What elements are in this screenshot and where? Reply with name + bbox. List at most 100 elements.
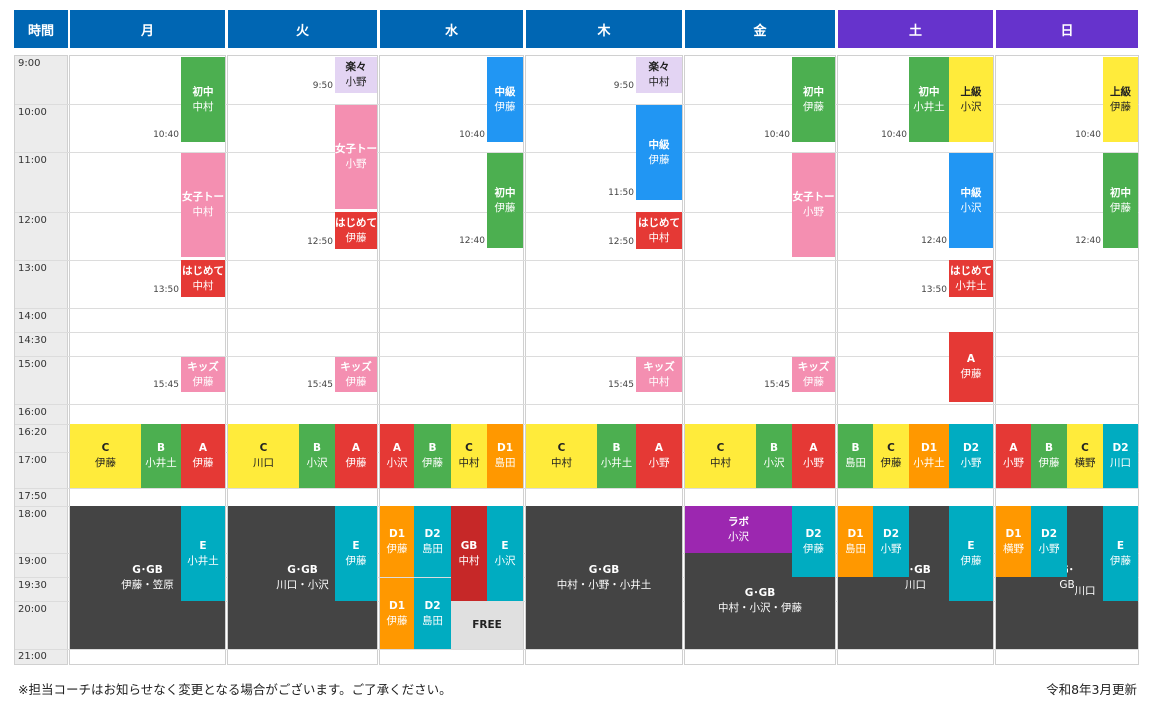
class-block[interactable]: C 伊藤 [70, 424, 141, 488]
class-block[interactable]: はじめて 伊藤 [335, 212, 377, 249]
class-block[interactable]: 中級 小沢 [949, 153, 993, 248]
class-name: 中級 [648, 138, 670, 151]
class-block[interactable]: D1 伊藤 [380, 578, 414, 649]
class-block[interactable]: B 小沢 [299, 424, 335, 488]
coach-name: 小沢 [763, 457, 785, 469]
class-block[interactable]: C 中村 [451, 424, 487, 488]
class-block[interactable]: D2 島田 [414, 578, 451, 649]
class-block[interactable]: E 伊藤 [335, 506, 377, 601]
class-block[interactable]: B 島田 [838, 424, 873, 488]
time-gridline [15, 488, 1139, 489]
end-time-label: 9:50 [613, 81, 634, 91]
class-block[interactable]: ラボ 小沢 [685, 506, 792, 553]
class-block[interactable]: C 伊藤 [873, 424, 909, 488]
class-block[interactable]: 上級 伊藤 [1103, 57, 1138, 142]
class-name: D1 [496, 442, 514, 454]
class-name: B [156, 442, 165, 454]
class-block[interactable]: B 小井土 [141, 424, 181, 488]
coach-name: 中村 [648, 231, 670, 244]
class-block[interactable]: キッズ 伊藤 [792, 357, 835, 392]
time-label: 16:20 [18, 427, 47, 438]
class-block[interactable]: C 川口 [228, 424, 299, 488]
class-block[interactable]: 初中 小井土 [909, 57, 949, 142]
class-block[interactable]: C 中村 [685, 424, 756, 488]
class-block[interactable]: 中級 伊藤 [636, 105, 682, 200]
class-block[interactable]: D2 島田 [414, 506, 451, 577]
class-block[interactable]: A 伊藤 [181, 424, 225, 488]
class-block[interactable]: D1 伊藤 [380, 506, 414, 577]
class-block[interactable]: B 伊藤 [414, 424, 451, 488]
coach-name: 伊藤 [192, 457, 214, 469]
class-block[interactable]: キッズ 伊藤 [181, 357, 225, 392]
class-block[interactable]: A 伊藤 [949, 332, 993, 402]
class-block[interactable]: 初中 中村 [181, 57, 225, 142]
coach-name: 中村 [192, 100, 214, 113]
class-block[interactable]: E 伊藤 [1103, 506, 1138, 601]
class-block[interactable]: C 中村 [526, 424, 597, 488]
class-block[interactable]: 楽々 中村 [636, 57, 682, 93]
class-block[interactable]: A 小野 [996, 424, 1031, 488]
coach-name: 中村 [648, 375, 670, 388]
class-block[interactable]: はじめて 小井土 [949, 260, 993, 297]
class-block[interactable]: D1 島田 [487, 424, 523, 488]
class-block[interactable]: FREE [451, 601, 523, 649]
class-block[interactable]: D2 小野 [949, 424, 993, 488]
class-block[interactable]: A 小野 [792, 424, 835, 488]
class-block[interactable]: はじめて 中村 [636, 212, 682, 249]
end-time-label: 12:40 [459, 236, 485, 246]
end-time-label: 15:45 [307, 380, 333, 390]
coach-name: 小野 [960, 457, 982, 469]
class-block[interactable]: はじめて 中村 [181, 260, 225, 297]
class-block[interactable]: 楽々 小野 [335, 57, 377, 93]
class-block[interactable]: 女子トー 小野 [792, 153, 835, 257]
class-block[interactable]: キッズ 伊藤 [335, 357, 377, 392]
coach-name: 小野 [1038, 542, 1060, 555]
class-block[interactable]: 初中 伊藤 [487, 153, 523, 248]
coach-name: 伊藤 [345, 457, 367, 469]
class-block[interactable]: B 小沢 [756, 424, 792, 488]
class-block[interactable]: A 小沢 [380, 424, 414, 488]
class-name: 女子トー [182, 191, 224, 203]
time-label: 11:00 [18, 155, 47, 166]
class-block[interactable]: 中級 伊藤 [487, 57, 523, 142]
coach-name: 中村 [192, 206, 214, 218]
class-name: C [1081, 442, 1089, 454]
class-block[interactable]: D2 伊藤 [792, 506, 835, 577]
class-block[interactable]: D1 小井土 [909, 424, 949, 488]
class-block[interactable]: G･GB 中村・小野・小井土 [526, 506, 682, 649]
class-block[interactable]: D1 横野 [996, 506, 1031, 577]
class-block[interactable]: A 小野 [636, 424, 682, 488]
coach-name: 伊藤 [422, 457, 443, 469]
class-block[interactable]: 上級 小沢 [949, 57, 993, 142]
class-block[interactable]: キッズ 中村 [636, 357, 682, 392]
class-block[interactable]: E 伊藤 [949, 506, 993, 601]
end-time-label: 12:40 [1075, 236, 1101, 246]
time-label: 16:00 [18, 407, 47, 418]
class-name: E [967, 539, 975, 552]
class-name: C [259, 442, 268, 454]
class-block[interactable]: A 伊藤 [335, 424, 377, 488]
class-block[interactable]: B 小井土 [597, 424, 636, 488]
coach-name: 伊藤 [648, 153, 670, 166]
class-block[interactable]: D1 島田 [838, 506, 873, 577]
coach-name: 伊藤 [494, 100, 516, 113]
class-block[interactable]: 女子トー 中村 [181, 153, 225, 257]
coach-name: 中村 [551, 457, 572, 469]
class-block[interactable]: C 横野 [1067, 424, 1103, 488]
coach-name: 伊藤 [192, 375, 214, 388]
class-block[interactable]: 初中 伊藤 [792, 57, 835, 142]
end-time-label: 10:40 [1075, 130, 1101, 140]
end-time-label: 15:45 [153, 380, 179, 390]
class-block[interactable]: E 小沢 [487, 506, 523, 601]
class-block[interactable]: E 小井土 [181, 506, 225, 601]
class-block[interactable]: 初中 伊藤 [1103, 153, 1138, 248]
class-block[interactable]: D2 川口 [1103, 424, 1138, 488]
class-block[interactable]: B 伊藤 [1031, 424, 1067, 488]
class-name: 中級 [494, 85, 516, 98]
class-name: B [769, 442, 778, 454]
class-block[interactable]: D2 小野 [873, 506, 909, 577]
class-block[interactable]: GB 中村 [451, 506, 487, 601]
class-block[interactable]: D2 小野 [1031, 506, 1067, 577]
class-block[interactable]: 女子トー 小野 [335, 105, 377, 209]
day-header-sun: 日 [996, 10, 1138, 48]
